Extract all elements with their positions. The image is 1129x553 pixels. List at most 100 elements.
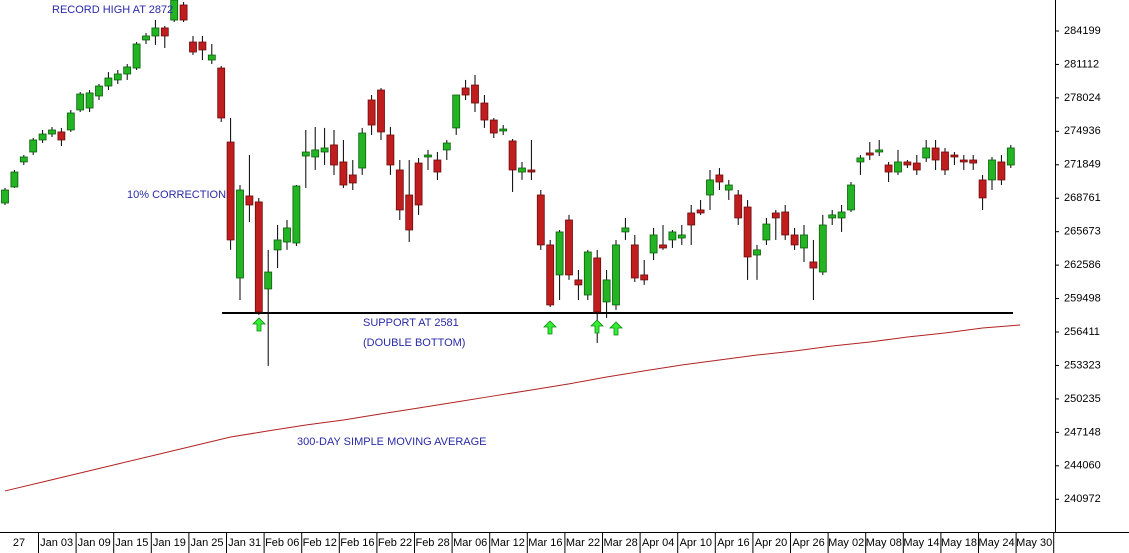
candle-body	[499, 128, 508, 132]
candle-body	[424, 154, 432, 158]
y-tick-label: 281112	[1064, 58, 1099, 70]
candle-body	[912, 162, 921, 171]
candle-body	[687, 212, 696, 226]
candle-body	[790, 234, 799, 246]
candle-body	[132, 43, 141, 69]
y-tick-label: 271849	[1064, 159, 1101, 171]
x-tick-label: Jan 15	[115, 537, 148, 549]
candle-body	[950, 154, 959, 158]
candle-body	[837, 211, 846, 219]
candle-body	[743, 206, 752, 258]
candle-body	[29, 139, 38, 153]
moving-average-line	[4, 324, 1021, 492]
y-tick-label: 284199	[1064, 25, 1101, 37]
y-tick-label: 253323	[1064, 359, 1101, 371]
x-tick-label: Jan 19	[153, 537, 186, 549]
candle-body	[931, 147, 940, 161]
x-tick-label: Jan 25	[190, 537, 223, 549]
candle-body	[405, 194, 414, 231]
candle-body	[612, 244, 620, 306]
candle-body	[753, 249, 761, 256]
candle-body	[471, 84, 479, 104]
y-tick-label: 262586	[1064, 259, 1101, 271]
candle-body	[113, 73, 122, 81]
candle-body	[640, 274, 649, 281]
arrow	[590, 319, 604, 334]
x-tick-label: Mar 06	[453, 537, 487, 549]
y-tick-label: 250235	[1064, 393, 1101, 405]
candle-body	[123, 66, 132, 75]
candle-body	[959, 159, 968, 163]
x-tick-label: Apr 04	[642, 537, 674, 549]
candle-body	[57, 131, 66, 141]
candle-body	[593, 257, 602, 313]
candle-body	[621, 227, 630, 233]
candle-body	[978, 179, 987, 199]
candle-body	[969, 159, 978, 164]
candle-body	[809, 261, 818, 269]
candle-body	[508, 140, 517, 171]
candle-body	[894, 161, 902, 173]
x-tick-label: Jan 31	[228, 537, 261, 549]
candle-body	[781, 211, 790, 236]
y-tick-label: 274936	[1064, 125, 1101, 137]
x-tick-label: Apr 20	[755, 537, 787, 549]
candle-body	[480, 102, 489, 121]
candle-body	[245, 195, 254, 206]
x-tick-label: Apr 10	[680, 537, 712, 549]
annotation: 10% CORRECTION	[127, 189, 226, 201]
candle-body	[847, 184, 855, 211]
candle-body	[734, 194, 743, 219]
candle-body	[828, 214, 837, 219]
x-tick-label: May 18	[941, 537, 977, 549]
x-tick-label: Jan 03	[40, 537, 73, 549]
candle-body	[395, 169, 404, 211]
candle-body	[997, 161, 1006, 181]
arrow	[543, 320, 557, 335]
candle-body	[386, 134, 395, 166]
y-tick-label: 278024	[1064, 92, 1101, 104]
y-tick-label: 244060	[1064, 460, 1101, 472]
annotation: 300-DAY SIMPLE MOVING AVERAGE	[297, 436, 487, 448]
candle-body	[546, 244, 555, 306]
x-tick-label: May 02	[828, 537, 864, 549]
candle-body	[865, 152, 874, 156]
candle-body	[189, 41, 197, 53]
x-tick-label: Feb 22	[378, 537, 412, 549]
candle-body	[414, 162, 423, 206]
candle-body	[527, 169, 536, 173]
candle-body	[659, 244, 667, 249]
candle-body	[292, 185, 301, 244]
candle-body	[320, 147, 329, 153]
y-tick-label: 256411	[1064, 326, 1100, 338]
candle-body	[649, 234, 658, 254]
candle-body	[19, 156, 28, 163]
candle-body	[668, 231, 677, 241]
candle-body	[452, 94, 461, 129]
candle-body	[367, 99, 376, 126]
annotation: RECORD HIGH AT 2872	[52, 4, 173, 16]
candle-body	[264, 271, 273, 290]
candle-body	[226, 141, 235, 241]
candle-body	[461, 87, 470, 96]
y-tick-label: 268761	[1064, 192, 1101, 204]
x-tick-label: Apr 16	[717, 537, 749, 549]
candle-body	[771, 212, 780, 219]
x-tick-label: Jan 09	[78, 537, 111, 549]
candle-body	[856, 157, 865, 163]
candle-body	[301, 151, 310, 157]
candle-body	[433, 159, 442, 173]
x-tick-label: Mar 22	[566, 537, 600, 549]
candle-body	[800, 234, 808, 249]
candle-body	[903, 161, 912, 166]
y-tick-label: 265673	[1064, 226, 1101, 238]
x-tick-label: May 24	[979, 537, 1015, 549]
candle-body	[38, 133, 47, 141]
x-tick-label: Mar 28	[603, 537, 637, 549]
candle-body	[95, 85, 103, 97]
y-tick-label: 247148	[1064, 426, 1101, 438]
x-tick-label: May 08	[866, 537, 902, 549]
candle-body	[170, 0, 179, 21]
